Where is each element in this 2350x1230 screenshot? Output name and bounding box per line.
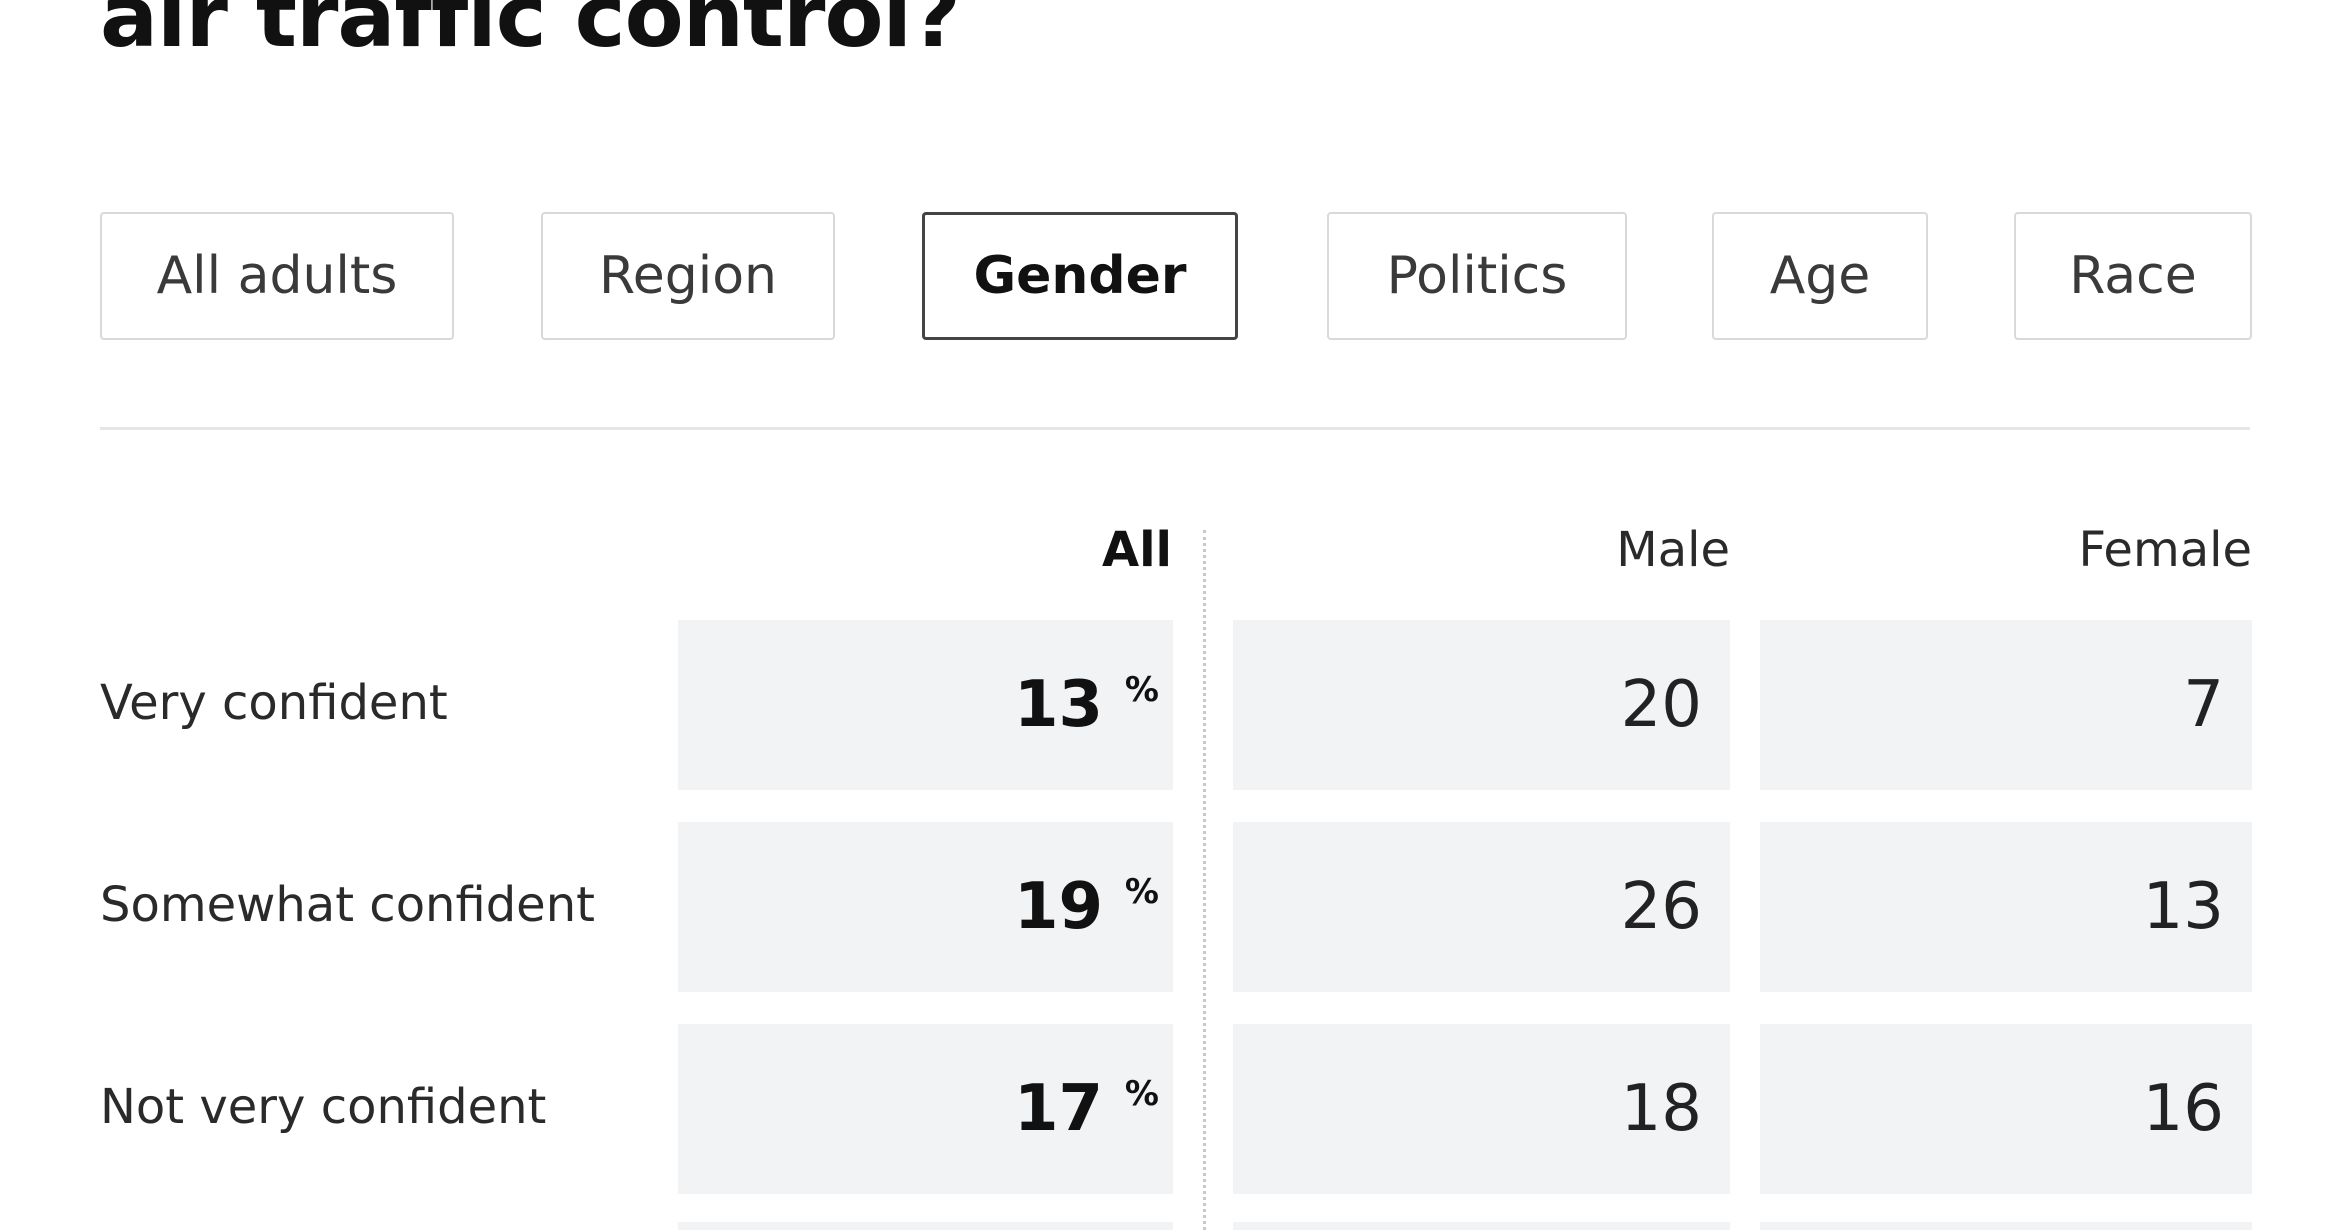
column-header-all: All	[1101, 522, 1172, 578]
row-label-very-confident: Very confident	[100, 675, 448, 731]
tab-race[interactable]: Race	[2014, 212, 2252, 340]
value-female: 16	[2142, 1072, 2224, 1146]
cell-all-somewhat-confident: 19 %	[678, 822, 1173, 992]
value-female: 7	[2183, 668, 2224, 742]
value-all: 19	[1013, 870, 1103, 944]
percent-sign: %	[1124, 872, 1159, 912]
tab-all-adults[interactable]: All adults	[100, 212, 454, 340]
column-header-male: Male	[1616, 522, 1730, 578]
cell-male-somewhat-confident: 26	[1233, 822, 1730, 992]
value-male: 20	[1620, 668, 1702, 742]
tab-politics[interactable]: Politics	[1327, 212, 1627, 340]
cell-female-very-confident: 7	[1760, 620, 2252, 790]
tab-age[interactable]: Age	[1712, 212, 1928, 340]
row-label-somewhat-confident: Somewhat confident	[100, 877, 595, 933]
section-divider	[100, 427, 2250, 430]
cell-male-not-very-confident: 18	[1233, 1024, 1730, 1194]
cell-all-next-row	[678, 1222, 1173, 1230]
page-title: air traffic control?	[100, 0, 961, 67]
percent-sign: %	[1124, 1074, 1159, 1114]
value-male: 18	[1620, 1072, 1702, 1146]
value-all: 13	[1013, 668, 1103, 742]
value-male: 26	[1620, 870, 1702, 944]
cell-female-next-row	[1760, 1222, 2252, 1230]
cell-male-next-row	[1233, 1222, 1730, 1230]
cell-all-not-very-confident: 17 %	[678, 1024, 1173, 1194]
cell-female-somewhat-confident: 13	[1760, 822, 2252, 992]
column-header-female: Female	[2078, 522, 2252, 578]
tab-region[interactable]: Region	[541, 212, 835, 340]
percent-sign: %	[1124, 670, 1159, 710]
tab-gender[interactable]: Gender	[922, 212, 1238, 340]
cell-all-very-confident: 13 %	[678, 620, 1173, 790]
cell-male-very-confident: 20	[1233, 620, 1730, 790]
cell-female-not-very-confident: 16	[1760, 1024, 2252, 1194]
value-female: 13	[2142, 870, 2224, 944]
value-all: 17	[1013, 1072, 1103, 1146]
column-divider	[1203, 530, 1206, 1230]
row-label-not-very-confident: Not very confident	[100, 1079, 547, 1135]
